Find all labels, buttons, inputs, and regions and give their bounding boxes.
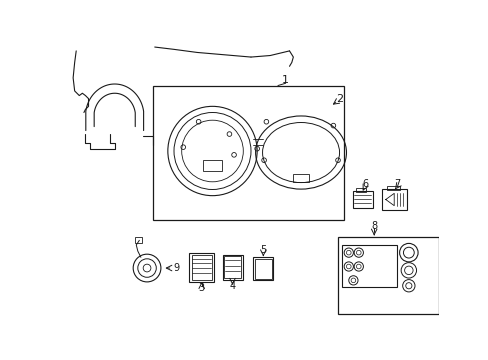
- Bar: [381, 189, 406, 210]
- Bar: [355, 188, 366, 192]
- Bar: [135, 237, 142, 243]
- Text: 8: 8: [370, 221, 376, 231]
- Bar: [254, 259, 271, 279]
- Bar: [153, 86, 344, 220]
- Bar: [352, 191, 372, 208]
- Text: 4: 4: [229, 281, 235, 291]
- Bar: [189, 253, 214, 282]
- Bar: [203, 160, 221, 171]
- Text: 7: 7: [393, 179, 400, 189]
- Bar: [191, 255, 211, 280]
- Bar: [386, 186, 400, 190]
- Bar: [341, 245, 396, 287]
- Bar: [224, 256, 241, 278]
- Bar: [222, 255, 242, 280]
- Bar: [337, 237, 438, 314]
- Text: 9: 9: [173, 263, 179, 273]
- Text: 1: 1: [282, 75, 288, 85]
- Text: 6: 6: [361, 179, 367, 189]
- Text: 3: 3: [198, 283, 204, 293]
- Text: 5: 5: [260, 244, 266, 255]
- Bar: [253, 257, 273, 280]
- Bar: [293, 174, 308, 182]
- Text: 2: 2: [335, 94, 343, 104]
